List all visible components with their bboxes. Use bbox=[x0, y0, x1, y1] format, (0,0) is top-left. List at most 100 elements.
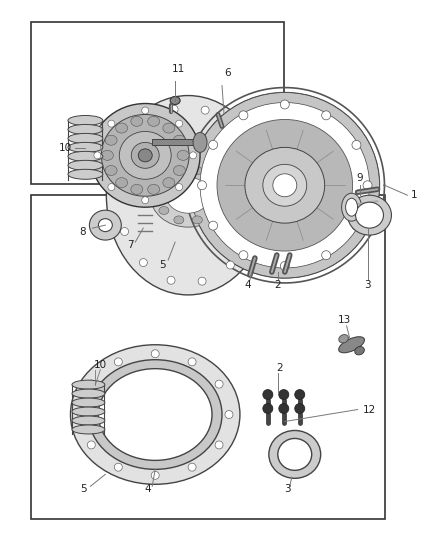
Ellipse shape bbox=[68, 151, 103, 161]
Ellipse shape bbox=[295, 390, 305, 400]
Ellipse shape bbox=[177, 150, 189, 160]
Ellipse shape bbox=[280, 262, 289, 270]
Ellipse shape bbox=[225, 410, 233, 418]
Ellipse shape bbox=[280, 100, 289, 109]
Ellipse shape bbox=[239, 251, 248, 260]
Ellipse shape bbox=[170, 96, 180, 104]
Polygon shape bbox=[152, 140, 200, 146]
Ellipse shape bbox=[201, 106, 209, 114]
Ellipse shape bbox=[279, 390, 289, 400]
Ellipse shape bbox=[247, 155, 256, 163]
Ellipse shape bbox=[72, 407, 105, 416]
Ellipse shape bbox=[173, 135, 185, 145]
Ellipse shape bbox=[163, 123, 175, 133]
Text: 5: 5 bbox=[159, 260, 166, 270]
Ellipse shape bbox=[348, 195, 392, 235]
Bar bbox=[31, 22, 285, 184]
Ellipse shape bbox=[105, 166, 117, 175]
Ellipse shape bbox=[352, 140, 361, 149]
Ellipse shape bbox=[188, 463, 196, 471]
Ellipse shape bbox=[192, 167, 202, 175]
Ellipse shape bbox=[72, 398, 105, 407]
Ellipse shape bbox=[108, 183, 115, 191]
Ellipse shape bbox=[68, 133, 103, 143]
Text: 2: 2 bbox=[276, 362, 283, 373]
Ellipse shape bbox=[151, 471, 159, 479]
Ellipse shape bbox=[193, 132, 207, 152]
Ellipse shape bbox=[207, 176, 217, 184]
Ellipse shape bbox=[278, 439, 312, 470]
Ellipse shape bbox=[114, 463, 122, 471]
Ellipse shape bbox=[116, 177, 127, 188]
Ellipse shape bbox=[215, 441, 223, 449]
Ellipse shape bbox=[119, 132, 171, 179]
Ellipse shape bbox=[68, 142, 103, 152]
Ellipse shape bbox=[174, 216, 184, 224]
Text: 10: 10 bbox=[59, 143, 72, 154]
Ellipse shape bbox=[142, 107, 149, 114]
Ellipse shape bbox=[87, 380, 95, 388]
Ellipse shape bbox=[72, 389, 105, 398]
Ellipse shape bbox=[68, 169, 103, 179]
Ellipse shape bbox=[245, 148, 325, 223]
Ellipse shape bbox=[254, 193, 262, 201]
Ellipse shape bbox=[72, 380, 105, 389]
Ellipse shape bbox=[68, 124, 103, 134]
Ellipse shape bbox=[217, 119, 353, 251]
Ellipse shape bbox=[78, 410, 85, 418]
Ellipse shape bbox=[101, 150, 113, 160]
Ellipse shape bbox=[176, 183, 183, 191]
Ellipse shape bbox=[150, 163, 226, 227]
Ellipse shape bbox=[142, 122, 150, 130]
Ellipse shape bbox=[105, 135, 117, 145]
Ellipse shape bbox=[208, 221, 218, 230]
Ellipse shape bbox=[198, 277, 206, 285]
Ellipse shape bbox=[190, 152, 197, 159]
Text: 4: 4 bbox=[244, 280, 251, 290]
Ellipse shape bbox=[108, 120, 115, 127]
Ellipse shape bbox=[263, 403, 273, 414]
Ellipse shape bbox=[122, 151, 130, 159]
Text: 12: 12 bbox=[363, 405, 376, 415]
Ellipse shape bbox=[114, 189, 122, 197]
Ellipse shape bbox=[167, 276, 175, 284]
Ellipse shape bbox=[352, 221, 361, 230]
Ellipse shape bbox=[148, 184, 159, 195]
Ellipse shape bbox=[170, 106, 178, 114]
Ellipse shape bbox=[190, 93, 379, 278]
Ellipse shape bbox=[114, 358, 122, 366]
Ellipse shape bbox=[346, 198, 357, 216]
Ellipse shape bbox=[226, 261, 234, 269]
Ellipse shape bbox=[131, 116, 143, 126]
Ellipse shape bbox=[269, 431, 321, 478]
Bar bbox=[31, 195, 385, 519]
Text: 8: 8 bbox=[79, 227, 86, 237]
Ellipse shape bbox=[89, 210, 121, 240]
Ellipse shape bbox=[188, 358, 196, 366]
Ellipse shape bbox=[148, 116, 159, 126]
Ellipse shape bbox=[68, 116, 103, 125]
Ellipse shape bbox=[321, 111, 331, 120]
Ellipse shape bbox=[263, 390, 273, 400]
Ellipse shape bbox=[239, 111, 248, 120]
Ellipse shape bbox=[190, 93, 379, 278]
Ellipse shape bbox=[166, 177, 210, 213]
Ellipse shape bbox=[208, 140, 218, 149]
Ellipse shape bbox=[321, 251, 331, 260]
Ellipse shape bbox=[213, 191, 223, 199]
Ellipse shape bbox=[356, 202, 384, 228]
Ellipse shape bbox=[159, 206, 169, 214]
Ellipse shape bbox=[101, 115, 189, 196]
Text: 10: 10 bbox=[94, 360, 107, 370]
Text: 9: 9 bbox=[356, 173, 363, 183]
Ellipse shape bbox=[176, 120, 183, 127]
Ellipse shape bbox=[339, 337, 364, 353]
Ellipse shape bbox=[273, 174, 297, 197]
Ellipse shape bbox=[99, 369, 212, 461]
Ellipse shape bbox=[106, 95, 270, 295]
Text: 7: 7 bbox=[127, 240, 134, 250]
Ellipse shape bbox=[200, 102, 370, 268]
Ellipse shape bbox=[90, 103, 200, 207]
Ellipse shape bbox=[173, 166, 185, 175]
Ellipse shape bbox=[131, 184, 143, 195]
